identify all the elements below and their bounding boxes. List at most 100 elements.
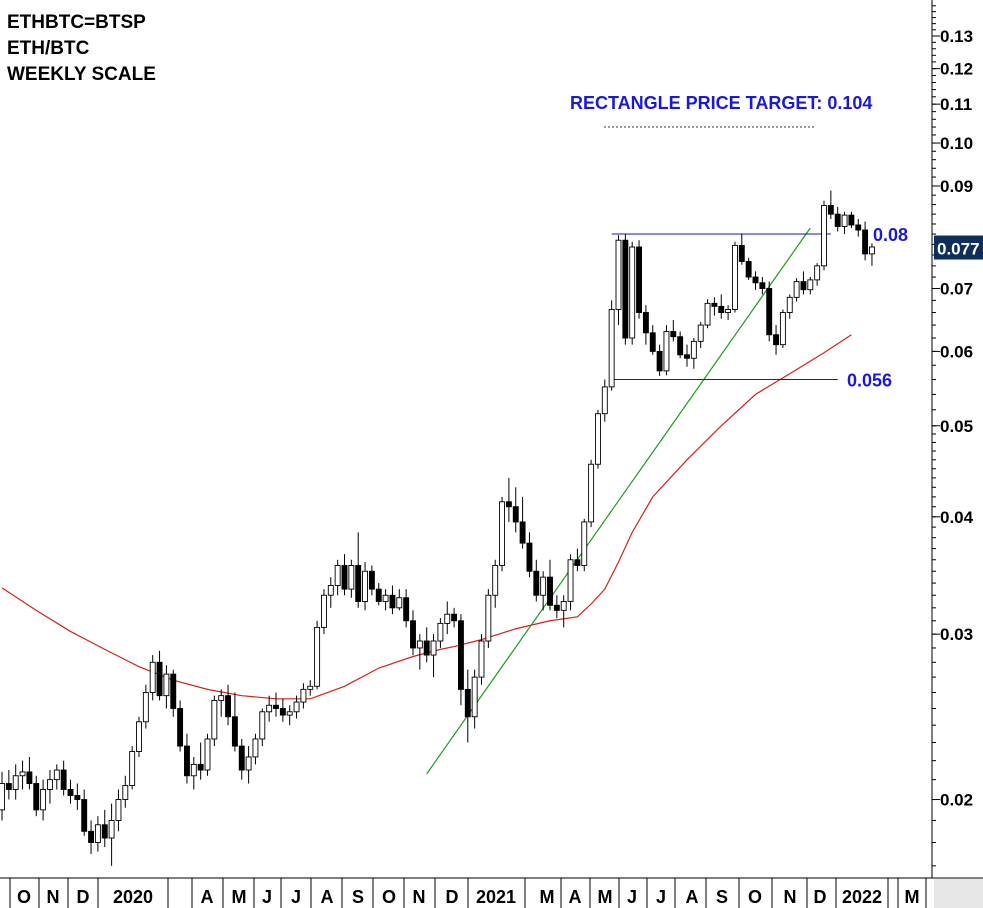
candle — [252, 733, 259, 765]
candle-body-up — [704, 302, 711, 326]
candle-body-up — [697, 324, 704, 342]
candle-body-up — [40, 789, 47, 811]
candle-body-down — [738, 244, 745, 262]
candle — [170, 669, 177, 717]
candle — [279, 698, 286, 722]
x-tick-label: N — [413, 887, 426, 907]
x-tick-label: O — [382, 887, 396, 907]
candle-body-up — [204, 738, 211, 771]
candle — [738, 234, 745, 265]
candle — [40, 779, 47, 821]
candle — [553, 595, 560, 619]
candle-body-up — [629, 246, 636, 339]
candle-body-down — [526, 542, 533, 572]
candle — [533, 559, 540, 602]
candle — [684, 344, 690, 367]
y-tick-label: 0.07 — [940, 280, 973, 299]
candle-body-up — [115, 799, 122, 821]
candle-body-down — [547, 576, 553, 606]
candle-body-down — [718, 305, 725, 313]
candle — [327, 577, 334, 608]
candle-body-down — [410, 620, 416, 649]
candle-body-up — [786, 296, 793, 313]
candle-body-down — [177, 708, 184, 747]
candle-body-up — [245, 756, 252, 771]
candle — [204, 733, 211, 776]
candle — [471, 669, 478, 729]
x-tick-label: A — [321, 887, 334, 907]
candle — [636, 240, 642, 319]
x-tick-label: N — [47, 887, 60, 907]
candle-body-down — [745, 261, 752, 278]
candle — [827, 190, 834, 220]
candle-body-up — [567, 559, 574, 602]
candle — [567, 554, 574, 611]
candle — [53, 764, 60, 790]
candle-body-down — [848, 214, 855, 226]
candle — [5, 770, 12, 800]
candle-body-up — [149, 661, 156, 693]
candle — [642, 305, 649, 345]
x-tick-label: D — [814, 887, 827, 907]
candle — [505, 477, 512, 522]
candle-body-down — [74, 795, 81, 800]
candle — [862, 221, 869, 261]
x-tick-label: M — [598, 887, 613, 907]
candle-body-down — [855, 224, 862, 231]
candle-body-down — [231, 716, 238, 747]
candle — [348, 559, 355, 598]
x-tick-label: J — [262, 887, 272, 907]
candle — [142, 684, 149, 729]
candle — [218, 689, 225, 717]
candle — [807, 277, 814, 295]
candle-body-up — [779, 312, 786, 346]
candle-body-up — [663, 331, 670, 372]
candle-body-up — [314, 626, 321, 687]
candle — [608, 300, 615, 391]
candle — [197, 742, 204, 780]
candle — [183, 733, 190, 784]
candle — [341, 554, 348, 596]
candle-body-up — [300, 688, 307, 703]
candle — [478, 634, 485, 685]
candle-body-down — [423, 640, 430, 656]
candle-body-down — [451, 613, 458, 622]
candle-body-up — [252, 738, 259, 758]
candle — [574, 548, 581, 572]
candle-body-up — [608, 308, 615, 388]
candle — [26, 756, 33, 790]
candle-body-up — [348, 565, 355, 590]
x-tick-label: M — [540, 887, 555, 907]
candle — [718, 294, 725, 319]
candle — [595, 409, 601, 469]
candle — [108, 803, 115, 866]
candle-body-down — [622, 239, 629, 339]
candle — [94, 816, 101, 852]
candle-body-up — [581, 521, 588, 566]
candle-body-down — [170, 673, 177, 709]
candle — [314, 620, 321, 690]
candle-body-up — [725, 308, 732, 313]
candle — [190, 756, 197, 790]
candle-body-up — [382, 594, 389, 602]
y-tick-label: 0.03 — [940, 625, 973, 644]
candle-body-down — [26, 771, 33, 784]
candle-body-up — [362, 570, 368, 602]
candle-body-down — [684, 354, 690, 359]
last-price-label: 0.077 — [937, 240, 980, 259]
candle-body-down — [368, 570, 375, 590]
candle-body-up — [430, 640, 437, 656]
candle — [163, 665, 170, 709]
candle — [512, 487, 519, 533]
candle-body-up — [266, 704, 273, 713]
x-tick-label: A — [686, 887, 699, 907]
candle — [451, 607, 458, 628]
rectangle-lines-layer — [604, 126, 838, 381]
candle — [834, 206, 841, 232]
candle-body-down — [464, 688, 471, 718]
candle-body-up — [293, 701, 300, 713]
candle-body-up — [499, 501, 505, 566]
candle — [430, 634, 437, 678]
candle — [821, 200, 827, 271]
candle-body-up — [471, 676, 478, 718]
